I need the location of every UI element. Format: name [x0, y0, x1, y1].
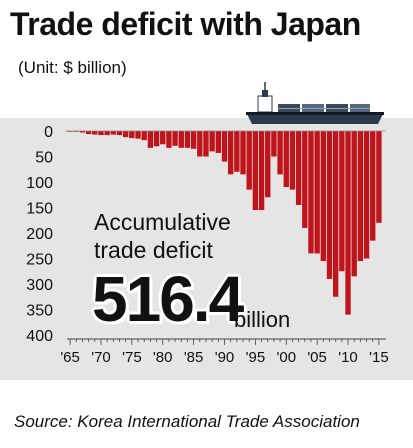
- accumulative-label-line1: Accumulative: [94, 209, 231, 235]
- bar-1980: [160, 131, 166, 145]
- y-tick-label: 0: [44, 124, 53, 141]
- bar-1989: [215, 131, 222, 153]
- bar-1986: [197, 131, 203, 157]
- bar-2008: [332, 131, 339, 297]
- bar-2015: [376, 131, 382, 223]
- bar-1973: [116, 131, 123, 136]
- bar-1987: [203, 131, 209, 157]
- bar-1993: [240, 131, 246, 175]
- bar-1975: [129, 131, 135, 139]
- bar-1979: [153, 131, 160, 147]
- y-tick-label: 150: [26, 201, 53, 218]
- y-axis: 0 50 100 150 200 250 300 350 400: [26, 124, 53, 345]
- bar-1991: [227, 131, 234, 175]
- bar-2013: [363, 131, 370, 259]
- bar-1976: [135, 131, 141, 139]
- x-tick-label: '05: [307, 349, 327, 366]
- x-tick-label: '70: [91, 349, 111, 366]
- chart-title: Trade deficit with Japan: [10, 6, 361, 42]
- bar-2014: [370, 131, 376, 241]
- y-tick-label: 200: [26, 226, 53, 243]
- y-tick-label: 100: [26, 175, 53, 192]
- bar-2003: [302, 131, 308, 228]
- x-tick-label: '80: [153, 349, 173, 366]
- bar-2006: [320, 131, 327, 262]
- bar-1970: [98, 131, 104, 136]
- x-tick-label: '15: [369, 349, 389, 366]
- bars-group: [65, 130, 386, 315]
- bar-1974: [122, 131, 129, 138]
- x-tick-label: '65: [60, 349, 80, 366]
- bar-1982: [172, 131, 178, 146]
- unit-label: (Unit: $ billion): [18, 58, 127, 77]
- bar-2004: [308, 131, 314, 254]
- x-tick-label: '95: [246, 349, 266, 366]
- y-tick-label: 250: [26, 252, 53, 269]
- bar-1972: [110, 131, 117, 135]
- x-tick-label: '10: [338, 349, 358, 366]
- y-tick-label: 400: [26, 328, 53, 345]
- x-tick-label: '00: [277, 349, 297, 366]
- bar-2007: [326, 131, 333, 279]
- bar-2011: [351, 131, 357, 277]
- accumulative-value: 516.4: [92, 263, 244, 335]
- bar-1983: [178, 131, 184, 148]
- bar-2009: [339, 131, 345, 272]
- bar-2010: [345, 131, 351, 315]
- bar-1997: [265, 131, 271, 198]
- y-tick-label: 350: [26, 303, 53, 320]
- x-tick-label: '85: [184, 349, 204, 366]
- bar-2005: [314, 131, 320, 254]
- x-tick-label: '75: [122, 349, 142, 366]
- y-tick-label: 50: [35, 150, 53, 167]
- bar-1967: [79, 131, 86, 133]
- x-axis: '65 '70 '75 '80 '85 '90 '95 '00 '05 '10 '15: [60, 338, 389, 366]
- bar-1996: [258, 131, 265, 211]
- bar-1995: [252, 131, 259, 211]
- bar-chart: 0 50 100 150 200 250 300 350 400 '65 '70 '75 '80 '85…: [26, 82, 389, 366]
- bar-1984: [184, 131, 191, 148]
- y-tick-label: 300: [26, 277, 53, 294]
- accumulative-label-line2: trade deficit: [94, 237, 213, 263]
- bar-1998: [271, 131, 277, 157]
- bar-1999: [277, 131, 283, 175]
- bar-1968: [85, 131, 92, 135]
- bar-1994: [246, 131, 252, 190]
- bar-1971: [104, 131, 110, 136]
- bar-2000: [283, 131, 289, 188]
- bar-1981: [166, 131, 172, 148]
- bar-1978: [147, 131, 154, 148]
- bar-1969: [92, 131, 98, 135]
- bar-1992: [234, 131, 240, 172]
- accumulative-unit: billion: [234, 307, 291, 332]
- bar-1985: [190, 131, 197, 149]
- bar-2012: [357, 131, 364, 262]
- bar-1977: [141, 131, 147, 141]
- bar-1988: [209, 131, 215, 152]
- bar-2002: [295, 131, 302, 205]
- x-tick-label: '90: [215, 349, 235, 366]
- bar-1990: [221, 131, 228, 162]
- source-note: Source: Korea International Trade Associ…: [14, 412, 360, 431]
- accumulative-label: Accumulative trade deficit: [94, 208, 231, 264]
- bar-2001: [289, 131, 296, 190]
- cargo-ship-icon: [246, 82, 384, 124]
